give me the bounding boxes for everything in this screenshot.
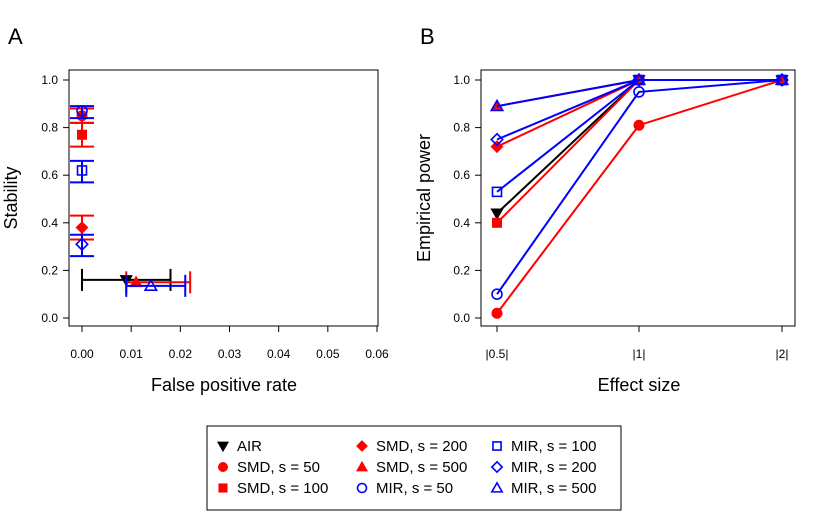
panel-b-y-tick-label: 0.6 (453, 168, 470, 182)
panel-b-y-tick-label: 0.2 (453, 263, 470, 277)
panel-b-y-axis-label: Empirical power (414, 134, 434, 262)
legend: AIR SMD, s = 50 SMD, s = 100 SMD, s = 200 SM… (216, 438, 596, 497)
legend-smd-s-50-label: SMD, s = 50 (237, 459, 320, 476)
panel-a-ticks: 0.00 0.01 0.02 0.03 0.04 0.05 0.06 0.0 0.2 0.4 0.6… (41, 73, 389, 361)
panel-b-smd-s-100-line (496, 79, 782, 224)
panel-b-plot-frame (480, 69, 796, 327)
legend-mir-s-50-marker (356, 482, 368, 494)
panel-a-x-axis-label: False positive rate (151, 375, 297, 395)
panel-a-mir-s-500-point (143, 278, 158, 291)
panel-a-x-tick-label: 0.02 (169, 347, 193, 361)
legend-mir-s-100-label: MIR, s = 100 (511, 438, 596, 455)
panel-a-x-tick-label: 0.03 (218, 347, 242, 361)
panel-a-y-axis-label: Stability (1, 166, 21, 229)
panel-b-mir-s-50-point (491, 288, 503, 301)
legend-smd-s-500-marker (355, 460, 369, 472)
panel-b-mir-s-100-point (491, 186, 503, 198)
panel-a-marks (70, 105, 192, 297)
panel-b-marks (489, 72, 790, 319)
legend-air-label: AIR (237, 438, 262, 455)
panel-b-y-tick-label: 1.0 (453, 73, 470, 87)
panel-b-x-tick-label: |0.5| (486, 347, 509, 361)
legend-smd-s-100-marker (218, 483, 228, 493)
panel-b-smd-s-50-line (496, 79, 783, 314)
panel-a-y-tick-label: 0.2 (41, 263, 58, 277)
panel-b-smd-s-200-point (490, 140, 504, 154)
panel-a-x-tick-label: 0.06 (365, 347, 389, 361)
panel-b-x-tick-label: |1| (633, 347, 646, 361)
panel-a-y-tick-label: 0.0 (41, 311, 58, 325)
legend-smd-s-200-marker (356, 440, 368, 452)
panel-a-mir-s-100-point (76, 165, 88, 176)
panel-b-y-tick-label: 0.8 (453, 121, 470, 135)
panel-b-ticks: |0.5| |1| |2| 0.0 0.2 0.4 0.6 0.8 1.0 (453, 73, 788, 361)
panel-a-mir-s-50-point (76, 105, 88, 117)
legend-box (206, 425, 622, 511)
panel-b-air-line (496, 79, 782, 215)
panel-b-air-point (490, 208, 504, 221)
panel-b-mir-s-50-point (633, 86, 645, 98)
panel-a-x-tick-label: 0.04 (267, 347, 291, 361)
panel-a-mir-s-200-point (75, 237, 89, 252)
panel-b-mir-s-200-point (632, 73, 646, 87)
panel-b-smd-s-200-line (496, 79, 782, 148)
panel-a-smd-s-100-point (77, 129, 87, 140)
panel-a-y-tick-label: 1.0 (41, 73, 58, 87)
panel-a-y-tick-label: 0.4 (41, 216, 58, 230)
legend-smd-s-500-label: SMD, s = 500 (376, 459, 467, 476)
panel-a-y-tick-label: 0.8 (41, 121, 58, 135)
panel-b-y-tick-label: 0.4 (453, 216, 470, 230)
panel-b-smd-s-50-point (633, 119, 645, 131)
legend-mir-s-100-marker (492, 441, 502, 451)
panel-b-x-axis-label: Effect size (598, 375, 681, 395)
legend-air-marker (216, 441, 230, 453)
legend-mir-s-200-marker (490, 460, 504, 474)
legend-mir-s-50-label: MIR, s = 50 (376, 480, 453, 497)
legend-smd-s-100-label: SMD, s = 100 (237, 480, 328, 497)
legend-smd-s-50-marker (218, 462, 228, 472)
panel-b-smd-s-100-point (492, 217, 502, 228)
panel-b-mir-s-200-point (490, 132, 504, 147)
legend-smd-s-200-label: SMD, s = 200 (376, 438, 467, 455)
legend-mir-s-500-marker (490, 481, 504, 493)
panel-b-letter: B (420, 24, 435, 49)
legend-mir-s-200-label: MIR, s = 200 (511, 459, 596, 476)
panel-a-plot-frame (68, 69, 379, 327)
panel-b-y-tick-label: 0.0 (453, 311, 470, 325)
legend-mir-s-500-label: MIR, s = 500 (511, 480, 596, 497)
panel-b-smd-s-50-point (491, 307, 503, 319)
panel-b-mir-s-500-point (774, 72, 790, 86)
panel-b-x-tick-label: |2| (776, 347, 789, 361)
panel-b-mir-s-500-line (496, 79, 782, 108)
panel-b-mir-s-200-point (775, 73, 789, 87)
panel-a-x-tick-label: 0.01 (119, 347, 143, 361)
panel-a-smd-s-200-point (75, 221, 89, 235)
panel-a-x-tick-label: 0.05 (316, 347, 340, 361)
panel-a-y-tick-label: 0.6 (41, 168, 58, 182)
panel-b-mir-s-500-point (631, 72, 647, 86)
panel-b-mir-s-500-point (489, 98, 505, 112)
panel-a-letter: A (8, 24, 23, 49)
panel-a-x-tick-label: 0.00 (70, 347, 94, 361)
panel-b-mir-s-50-line (496, 79, 783, 295)
